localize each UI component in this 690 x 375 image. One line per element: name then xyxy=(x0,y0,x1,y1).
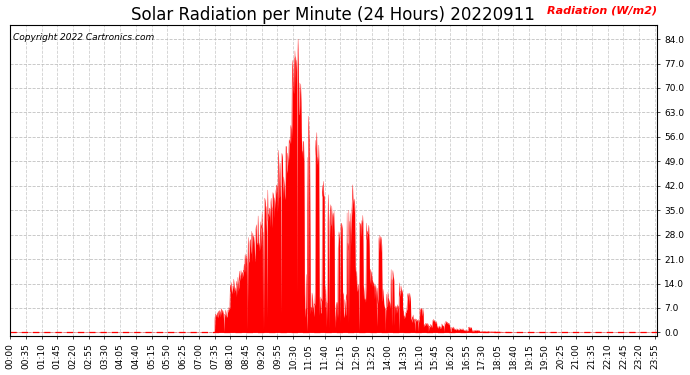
Text: Radiation (W/m2): Radiation (W/m2) xyxy=(546,6,657,16)
Title: Solar Radiation per Minute (24 Hours) 20220911: Solar Radiation per Minute (24 Hours) 20… xyxy=(131,6,535,24)
Text: Copyright 2022 Cartronics.com: Copyright 2022 Cartronics.com xyxy=(13,33,155,42)
